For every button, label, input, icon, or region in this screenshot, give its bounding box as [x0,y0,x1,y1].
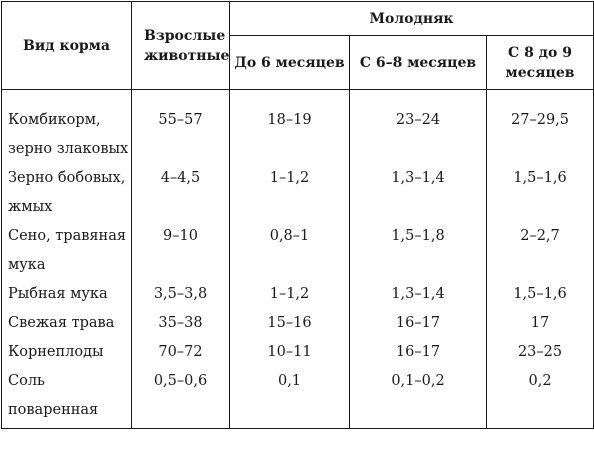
young-6-8-cell: 16–17 [349,338,487,367]
young-under-6-cell: 15–16 [229,309,350,338]
young-8-9-cell: 1,5–1,6 [485,164,594,222]
header-age-under-6: До 6 месяцев [229,35,350,90]
young-8-9-cell: 23–25 [485,338,594,367]
feed-name-cell: Сено, травяная мука [1,222,132,280]
young-6-8-cell: 16–17 [349,309,487,338]
young-8-9-cell: 0,2 [485,367,594,429]
table-body: Комбикорм, зерно злаковых 55–57 18–19 23… [1,89,594,429]
feed-name-cell: Рыбная мука [1,280,132,309]
header-age-8-9: С 8 до 9 месяцев [485,35,594,90]
young-under-6-cell: 1–1,2 [229,164,350,222]
feed-name-cell: Корнеплоды [1,338,132,367]
header-feed-type: Вид корма [1,1,132,90]
feed-ration-table: Вид корма Взрослые животные Молодняк До … [1,1,594,429]
young-6-8-cell: 1,3–1,4 [349,280,487,309]
young-8-9-cell: 17 [485,309,594,338]
adult-value-cell: 3,5–3,8 [131,280,230,309]
feed-name-cell: Комбикорм, зерно злаковых [1,89,132,164]
young-6-8-cell: 0,1–0,2 [349,367,487,429]
feed-name-cell: Свежая трава [1,309,132,338]
young-6-8-cell: 1,3–1,4 [349,164,487,222]
table-row: Комбикорм, зерно злаковых 55–57 18–19 23… [1,89,594,164]
young-under-6-cell: 0,8–1 [229,222,350,280]
adult-value-cell: 35–38 [131,309,230,338]
young-8-9-cell: 2–2,7 [485,222,594,280]
young-8-9-cell: 1,5–1,6 [485,280,594,309]
young-6-8-cell: 1,5–1,8 [349,222,487,280]
feed-name-cell: Соль поваренная [1,367,132,429]
young-under-6-cell: 0,1 [229,367,350,429]
table-row: Корнеплоды 70–72 10–11 16–17 23–25 [1,338,594,367]
young-under-6-cell: 1–1,2 [229,280,350,309]
young-8-9-cell: 27–29,5 [485,89,594,164]
header-young-animals: Молодняк [228,1,594,36]
table-row: Зерно бобовых, жмых 4–4,5 1–1,2 1,3–1,4 … [1,164,594,222]
table-row: Свежая трава 35–38 15–16 16–17 17 [1,309,594,338]
header-age-6-8: С 6–8 месяцев [349,35,487,90]
young-under-6-cell: 10–11 [229,338,350,367]
adult-value-cell: 4–4,5 [131,164,230,222]
table-row: Соль поваренная 0,5–0,6 0,1 0,1–0,2 0,2 [1,367,594,429]
adult-value-cell: 9–10 [131,222,230,280]
adult-value-cell: 70–72 [131,338,230,367]
table-row: Рыбная мука 3,5–3,8 1–1,2 1,3–1,4 1,5–1,… [1,280,594,309]
header-row-top: Вид корма Взрослые животные Молодняк [1,1,594,90]
adult-value-cell: 0,5–0,6 [131,367,230,429]
table-header: Вид корма Взрослые животные Молодняк До … [1,1,594,90]
header-row-sub: До 6 месяцев С 6–8 месяцев С 8 до 9 меся… [2,35,594,90]
adult-value-cell: 55–57 [131,89,230,164]
young-under-6-cell: 18–19 [229,89,350,164]
feed-name-cell: Зерно бобовых, жмых [1,164,132,222]
table-row: Сено, травяная мука 9–10 0,8–1 1,5–1,8 2… [1,222,594,280]
header-adult-animals: Взрослые животные [131,1,230,90]
young-6-8-cell: 23–24 [349,89,487,164]
